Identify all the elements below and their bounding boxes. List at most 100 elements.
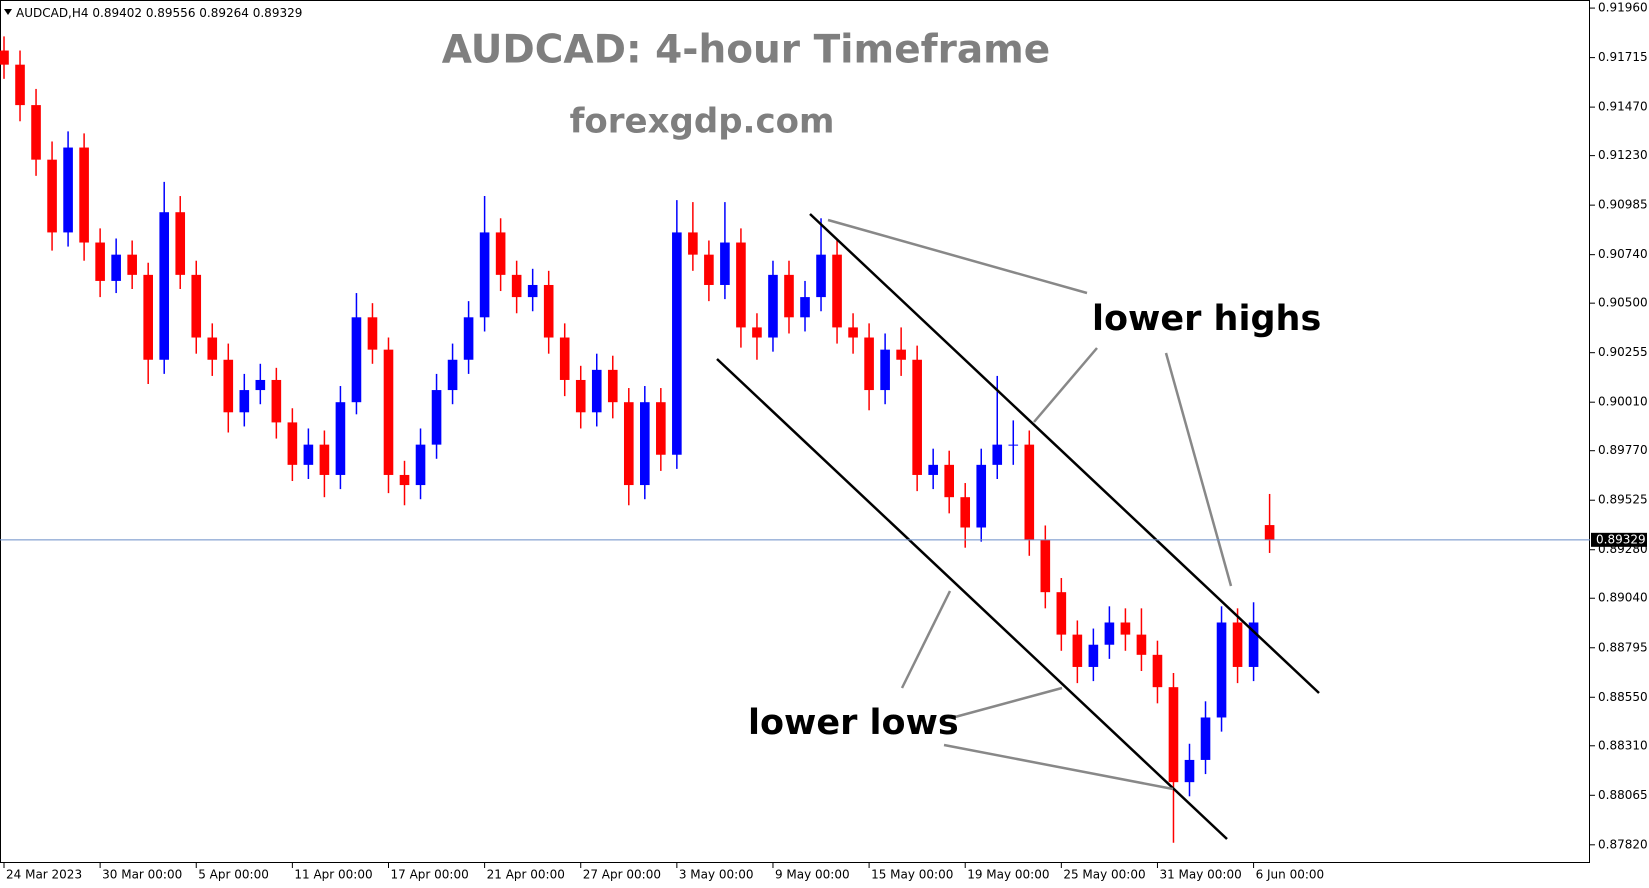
candle-body (896, 349, 906, 360)
candle-body (944, 464, 954, 498)
candle-body (111, 254, 121, 281)
chart-header: AUDCAD,H4 0.89402 0.89556 0.89264 0.8932… (16, 6, 302, 20)
candle-body (864, 337, 874, 391)
candle-body (752, 327, 762, 338)
candle-body (688, 232, 698, 255)
pointer-line (900, 590, 952, 689)
x-tick-label: 17 Apr 00:00 (390, 868, 468, 882)
candle-body (223, 359, 234, 413)
annotation: lower lows (748, 703, 959, 743)
pointer-line (827, 218, 1088, 295)
candle-body (287, 422, 298, 465)
candle-body (816, 254, 826, 298)
candle-body (303, 444, 314, 465)
candle-body (976, 464, 987, 528)
candle-body (159, 212, 170, 360)
candle-body (319, 444, 330, 475)
candle-body (848, 327, 858, 338)
candle-body (607, 369, 618, 403)
candle-body (928, 464, 938, 475)
lower-channel-line (716, 358, 1228, 840)
candle-body (784, 274, 794, 318)
x-tick-label: 11 Apr 00:00 (294, 868, 372, 882)
candle-body (271, 379, 282, 423)
x-tick-label: 5 Apr 00:00 (198, 868, 269, 882)
candle-body (800, 297, 810, 318)
header-low: 0.89264 (199, 6, 249, 20)
candle-body (1248, 622, 1259, 667)
x-tick-label: 31 May 00:00 (1159, 868, 1241, 882)
candle-body (207, 337, 218, 360)
y-tick-label: 0.90740 (1598, 247, 1648, 261)
y-tick-label: 0.89770 (1598, 443, 1648, 457)
candle-body (367, 317, 378, 350)
candle-body (736, 242, 746, 328)
x-tick-label: 24 Mar 2023 (6, 868, 82, 882)
y-tick-label: 0.91960 (1598, 1, 1648, 15)
candle-body (143, 274, 153, 360)
candle-body (0, 50, 9, 65)
candle-body (1184, 759, 1195, 783)
candle-body (479, 232, 490, 318)
y-tick-label: 0.88310 (1598, 738, 1648, 752)
pointer-line (943, 743, 1174, 791)
x-tick-label: 15 May 00:00 (871, 868, 953, 882)
x-tick-label: 27 Apr 00:00 (583, 868, 661, 882)
y-tick-label: 0.89040 (1598, 591, 1648, 605)
candle-body (1088, 644, 1099, 667)
candle-body (1152, 654, 1163, 688)
candle-body (960, 497, 971, 528)
channel (716, 213, 1320, 840)
chart-title: AUDCAD: 4-hour Timeframe (442, 28, 1051, 73)
candle-body (559, 337, 570, 380)
candle-body (880, 349, 890, 391)
candle-body (1056, 592, 1067, 635)
y-tick-label: 0.90010 (1598, 395, 1648, 409)
upper-channel-line (809, 213, 1320, 694)
pointer-line (954, 686, 1063, 719)
candles (0, 36, 1275, 843)
candle-body (640, 402, 650, 486)
candle-body (79, 147, 89, 243)
candle-body (239, 390, 250, 413)
candle-body (191, 274, 202, 338)
candle-body (335, 402, 346, 475)
candle-body (720, 242, 730, 285)
x-tick-label: 30 Mar 00:00 (102, 868, 182, 882)
candle-body (527, 284, 538, 298)
header-high: 0.89556 (146, 6, 196, 20)
candle-body (415, 444, 426, 486)
candle-body (1104, 622, 1115, 645)
price-label: 0.89329 (1596, 532, 1646, 546)
candle-body (1120, 622, 1131, 635)
candle-body (832, 254, 842, 328)
candle-body (1264, 525, 1275, 540)
x-tick-label: 9 May 00:00 (775, 868, 850, 882)
candle-body (95, 242, 105, 281)
candle-body (175, 212, 186, 275)
y-tick-label: 0.90500 (1598, 296, 1648, 310)
candle-body (575, 379, 586, 413)
candle-body (463, 317, 474, 360)
y-tick-label: 0.91715 (1598, 50, 1648, 64)
candle-body (1168, 687, 1179, 783)
y-tick-label: 0.89525 (1598, 493, 1648, 507)
candle-body (1200, 717, 1211, 760)
symbol: AUDCAD,H4 (16, 6, 89, 20)
pointer-line (1164, 352, 1233, 587)
header-open: 0.89402 (92, 6, 142, 20)
candle-body (1072, 634, 1083, 667)
candle-body (1232, 622, 1243, 667)
candle-body (1216, 622, 1227, 718)
header-close: 0.89329 (253, 6, 303, 20)
candle-body (351, 317, 362, 403)
candle-body (63, 147, 73, 233)
pointer-line (1033, 347, 1098, 423)
y-tick-label: 0.91230 (1598, 148, 1648, 162)
price-label-box (1591, 532, 1647, 547)
annotation: lower highs (1092, 299, 1321, 339)
candle-body (255, 379, 266, 391)
candle-body (543, 284, 554, 338)
